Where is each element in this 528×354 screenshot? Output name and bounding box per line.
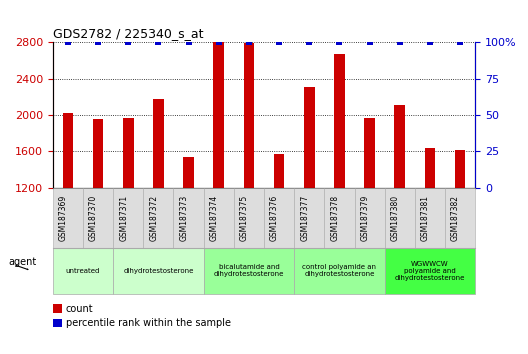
Text: GSM187375: GSM187375 bbox=[240, 195, 249, 241]
Point bbox=[456, 40, 464, 45]
Bar bbox=[274, 154, 285, 188]
Text: GSM187369: GSM187369 bbox=[59, 195, 68, 241]
Text: GSM187380: GSM187380 bbox=[391, 195, 400, 241]
Point bbox=[124, 40, 133, 45]
Point bbox=[426, 40, 434, 45]
Bar bbox=[123, 118, 134, 188]
Text: dihydrotestosterone: dihydrotestosterone bbox=[123, 268, 194, 274]
Point bbox=[244, 40, 253, 45]
Bar bbox=[63, 113, 73, 188]
Text: GSM187373: GSM187373 bbox=[180, 195, 188, 241]
Text: GSM187374: GSM187374 bbox=[210, 195, 219, 241]
Text: GDS2782 / 225340_s_at: GDS2782 / 225340_s_at bbox=[53, 27, 203, 40]
Bar bbox=[304, 87, 315, 188]
Text: count: count bbox=[66, 304, 93, 314]
Point bbox=[64, 40, 72, 45]
Text: GSM187377: GSM187377 bbox=[300, 195, 309, 241]
Point bbox=[184, 40, 193, 45]
Point bbox=[94, 40, 102, 45]
Point bbox=[395, 40, 404, 45]
Text: GSM187379: GSM187379 bbox=[361, 195, 370, 241]
Bar bbox=[153, 99, 164, 188]
Text: GSM187376: GSM187376 bbox=[270, 195, 279, 241]
Text: control polyamide an
dihydrotestosterone: control polyamide an dihydrotestosterone bbox=[303, 264, 376, 277]
Point bbox=[305, 40, 314, 45]
Bar bbox=[243, 44, 254, 188]
Text: agent: agent bbox=[8, 257, 36, 267]
Text: WGWWCW
polyamide and
dihydrotestosterone: WGWWCW polyamide and dihydrotestosterone bbox=[395, 261, 465, 281]
Text: GSM187372: GSM187372 bbox=[149, 195, 158, 241]
Bar bbox=[455, 150, 465, 188]
Text: GSM187382: GSM187382 bbox=[451, 195, 460, 241]
Text: percentile rank within the sample: percentile rank within the sample bbox=[66, 318, 231, 328]
Point bbox=[214, 40, 223, 45]
Point bbox=[154, 40, 163, 45]
Bar bbox=[364, 118, 375, 188]
Point bbox=[365, 40, 374, 45]
Point bbox=[275, 40, 284, 45]
Bar bbox=[213, 42, 224, 188]
Text: GSM187371: GSM187371 bbox=[119, 195, 128, 241]
Bar bbox=[93, 119, 103, 188]
Text: untreated: untreated bbox=[66, 268, 100, 274]
Bar bbox=[334, 54, 345, 188]
Bar bbox=[394, 105, 405, 188]
Bar bbox=[183, 157, 194, 188]
Text: GSM187381: GSM187381 bbox=[421, 195, 430, 241]
Bar bbox=[425, 148, 435, 188]
Point bbox=[335, 40, 344, 45]
Text: GSM187370: GSM187370 bbox=[89, 195, 98, 241]
Text: bicalutamide and
dihydrotestosterone: bicalutamide and dihydrotestosterone bbox=[214, 264, 284, 277]
Text: GSM187378: GSM187378 bbox=[331, 195, 340, 241]
